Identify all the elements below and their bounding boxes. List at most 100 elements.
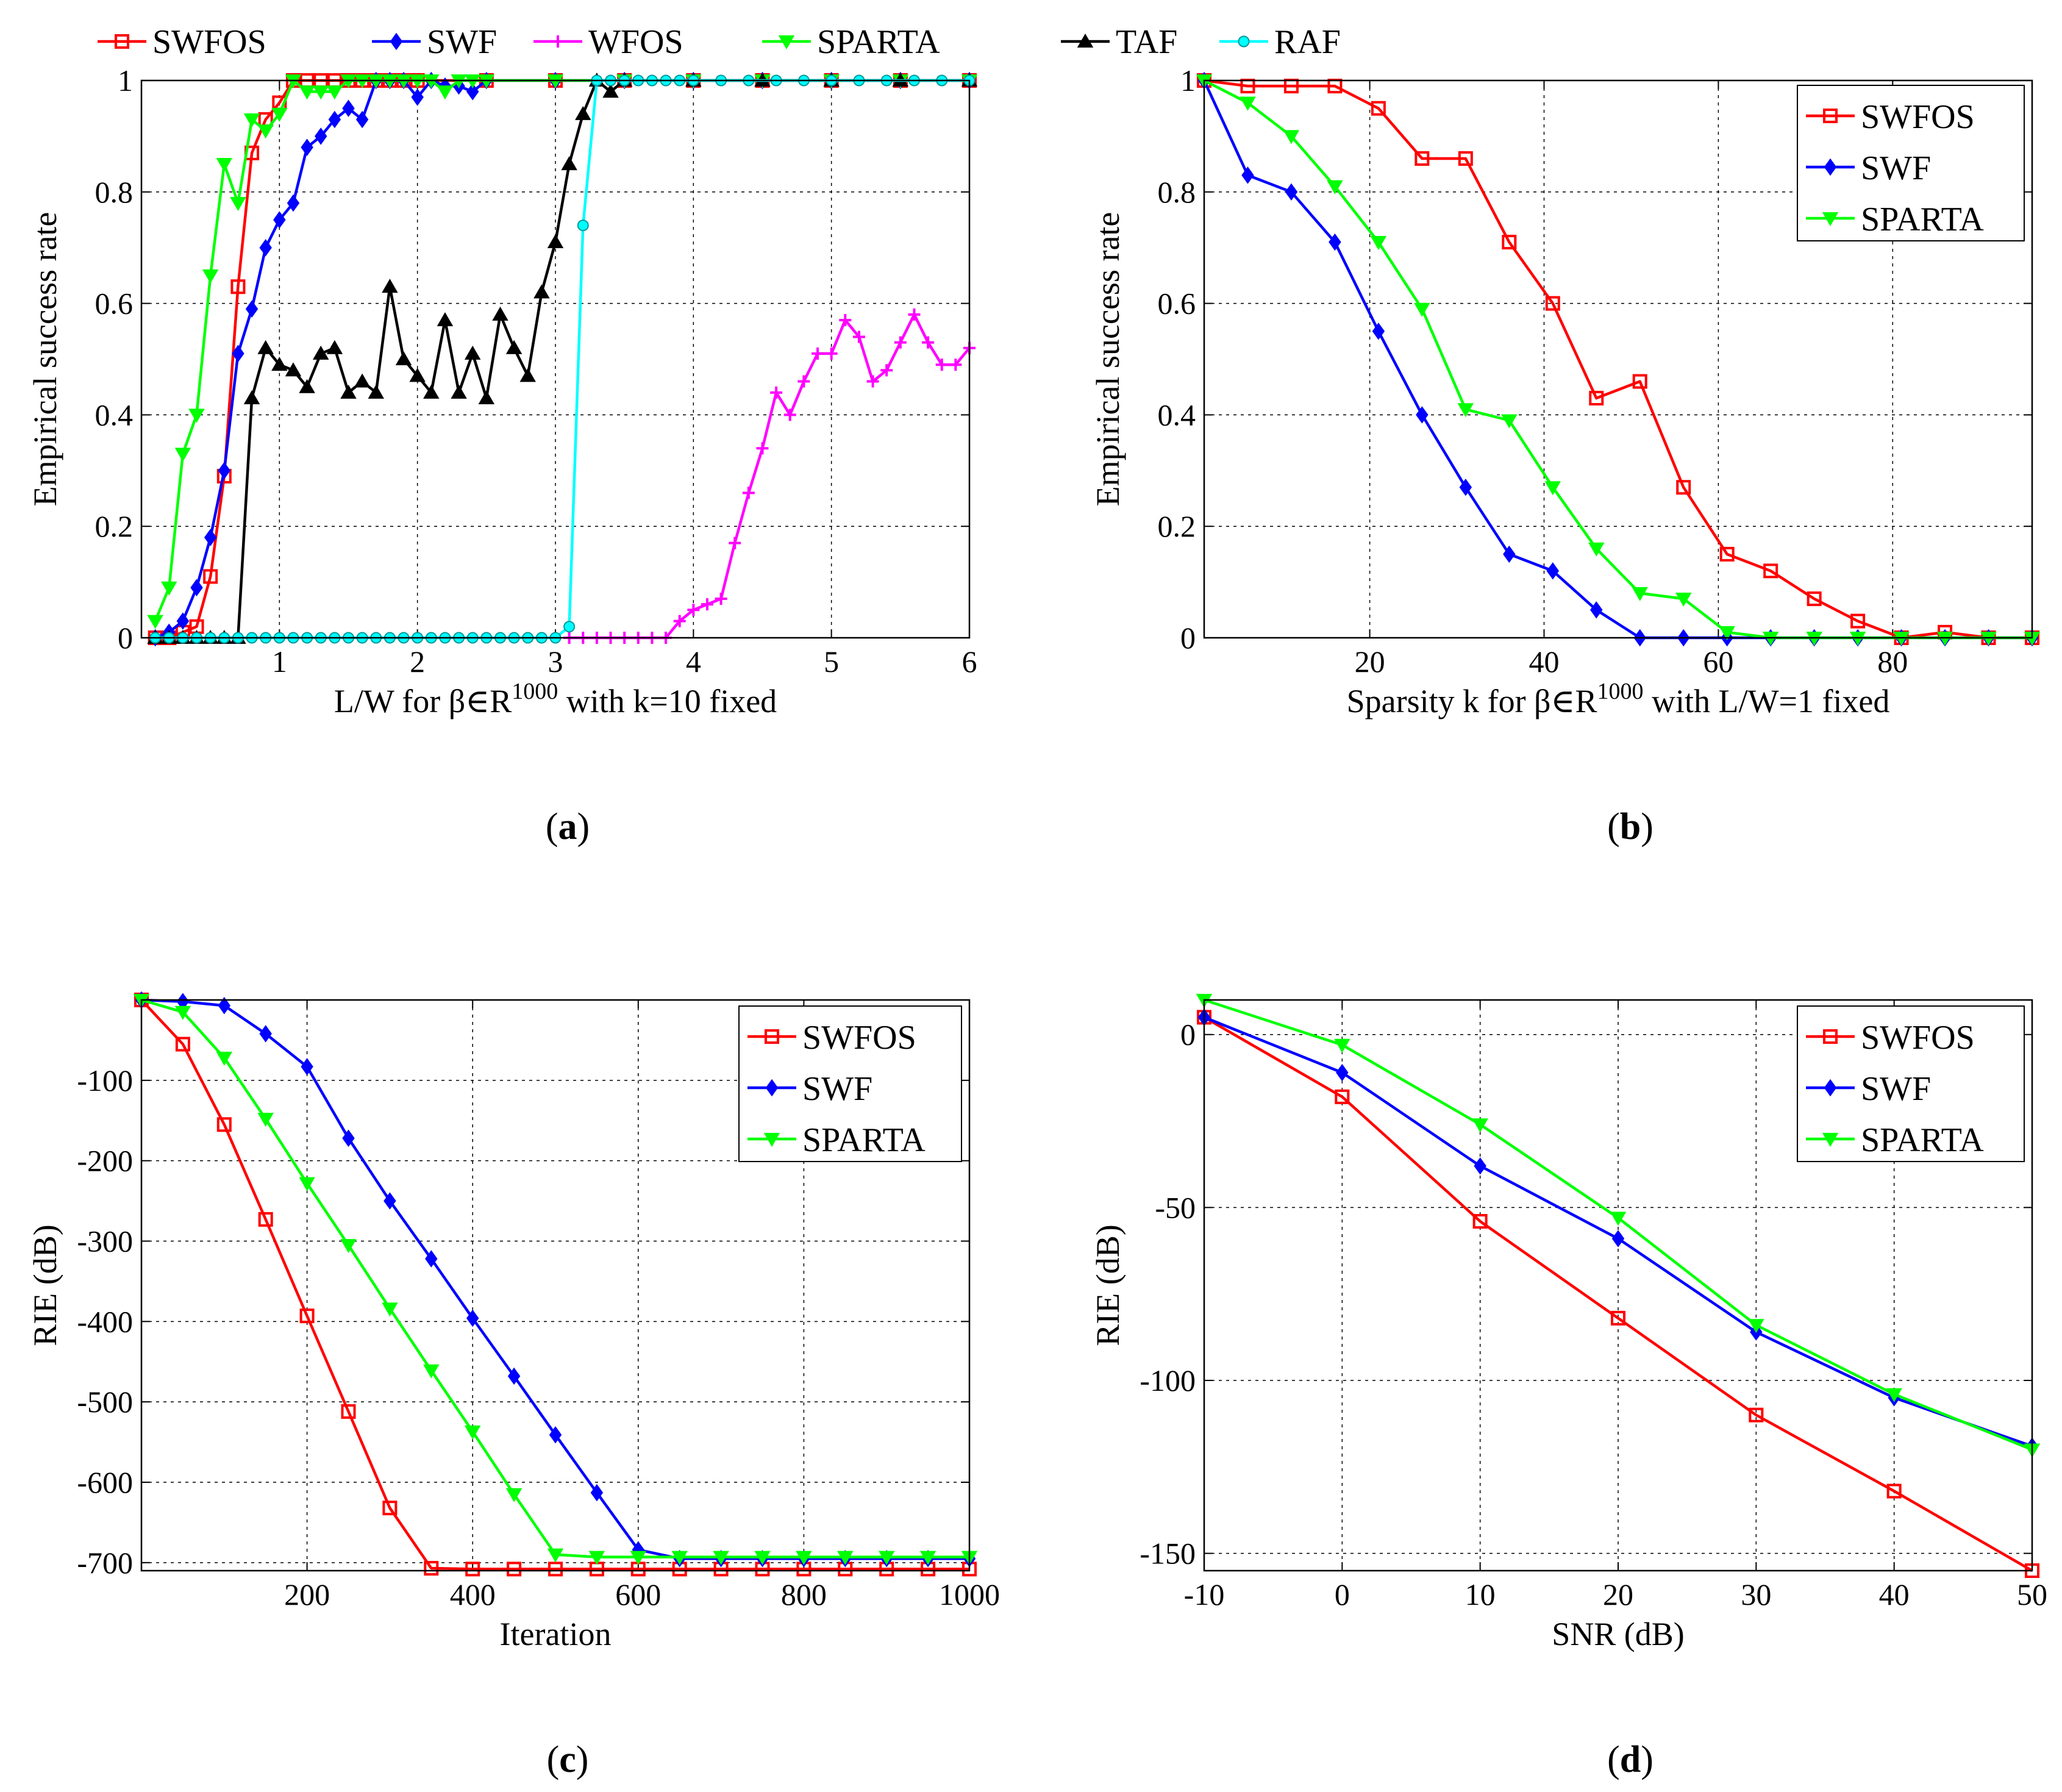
data-point [326, 85, 343, 100]
legend-marker [1822, 212, 1839, 227]
x-tick-label: 40 [1529, 644, 1559, 679]
data-point [285, 362, 302, 377]
data-point [161, 581, 177, 596]
data-point [466, 1309, 479, 1327]
legend-label: SWF [427, 23, 497, 61]
y-tick-label: 0.8 [95, 175, 134, 209]
y-tick-label: -100 [1140, 1363, 1196, 1398]
data-point [1329, 233, 1341, 251]
data-point [1334, 1038, 1350, 1053]
data-point [216, 158, 233, 173]
y-tick-label: 0.6 [1158, 287, 1196, 321]
legend-item: SWFOS [1806, 1019, 1975, 1057]
data-point [230, 279, 246, 295]
axes-box [1203, 999, 2033, 1572]
data-point [368, 384, 384, 399]
data-point [588, 1551, 605, 1565]
data-point [1610, 1212, 1627, 1226]
data-point [548, 1562, 563, 1577]
data-point [713, 1551, 729, 1565]
data-point [326, 340, 343, 354]
data-point [1457, 403, 1474, 418]
data-point [949, 359, 962, 371]
data-point [355, 110, 369, 129]
data-point [258, 1212, 273, 1227]
data-point [301, 138, 313, 156]
data-point [395, 351, 412, 365]
legend-marker [1238, 35, 1250, 48]
data-point [299, 379, 315, 393]
data-point [812, 347, 824, 360]
x-tick-label: 40 [1879, 1577, 1910, 1612]
data-point [342, 1129, 355, 1147]
data-point [533, 284, 550, 299]
data-point [354, 373, 371, 388]
legend-label: SWF [802, 1070, 872, 1108]
legend-marker [1823, 1029, 1838, 1044]
data-point [1335, 1089, 1350, 1104]
y-tick-label: 0 [118, 621, 133, 655]
data-point [852, 330, 865, 343]
y-axis-label: Empirical success rate [1090, 212, 1126, 507]
data-point [174, 1005, 191, 1020]
chart-b: 20 40 60 80 0 0.2 0.4 0.6 0.8 1 Sparsity k for β∈R… [1090, 63, 2041, 848]
y-tick-label: 0.2 [1158, 509, 1196, 543]
data-point [478, 390, 495, 404]
data-point [839, 314, 852, 327]
data-point [451, 384, 467, 399]
y-axis-label: RIE (dB) [27, 1224, 63, 1346]
legend-marker [763, 1133, 780, 1148]
data-point [271, 107, 288, 122]
data-point [878, 1551, 895, 1565]
y-tick-label: -400 [77, 1304, 133, 1338]
data-point [1611, 1230, 1625, 1248]
data-point [507, 1367, 521, 1385]
data-point [409, 368, 426, 382]
data-point [715, 593, 727, 605]
y-axis-label: RIE (dB) [1090, 1224, 1126, 1346]
data-point [492, 306, 508, 321]
data-point [908, 308, 921, 321]
data-point [174, 448, 191, 462]
data-point [577, 220, 589, 232]
data-point [190, 579, 203, 596]
data-point [423, 384, 440, 399]
data-point [1749, 1407, 1764, 1423]
data-point [257, 124, 274, 139]
data-point [1472, 1118, 1488, 1133]
x-tick-label: 4 [686, 644, 701, 679]
data-point [1370, 236, 1387, 251]
legend-label: SPARTA [1861, 201, 1984, 238]
legend-label: SPARTA [817, 23, 940, 61]
legend-item: WFOS [533, 23, 683, 61]
data-point [1458, 151, 1473, 166]
data-point [1588, 542, 1605, 557]
data-point [1503, 545, 1516, 563]
x-tick-label: 6 [962, 644, 977, 679]
data-point [630, 1551, 647, 1565]
y-tick-label: 0.2 [95, 509, 134, 543]
series-swfos [1197, 73, 2039, 645]
y-tick-label: -300 [77, 1224, 133, 1258]
data-point [232, 344, 244, 363]
data-point [257, 1113, 274, 1127]
data-point [1327, 180, 1343, 195]
x-tick-label: 10 [1465, 1577, 1496, 1612]
data-point [1502, 235, 1517, 250]
data-point [466, 83, 479, 101]
data-point [1676, 480, 1691, 495]
y-tick-label: 0.8 [1158, 175, 1196, 209]
x-axis-label: L/W for β∈R1000 with k=10 fixed [334, 679, 777, 719]
data-point [783, 409, 796, 421]
data-point [147, 615, 163, 629]
x-tick-label: 50 [2017, 1577, 2047, 1612]
legend-marker [1822, 1133, 1839, 1148]
data-point [299, 1177, 315, 1191]
legend-marker [765, 1079, 779, 1097]
data-point [547, 1548, 564, 1563]
legend: SWFOS SWF SPARTA [1797, 1005, 2025, 1162]
legend-label: SWFOS [1861, 1019, 1975, 1057]
legend-marker [390, 32, 403, 51]
series-sparta [133, 994, 978, 1565]
y-tick-label: 0.4 [95, 398, 134, 432]
